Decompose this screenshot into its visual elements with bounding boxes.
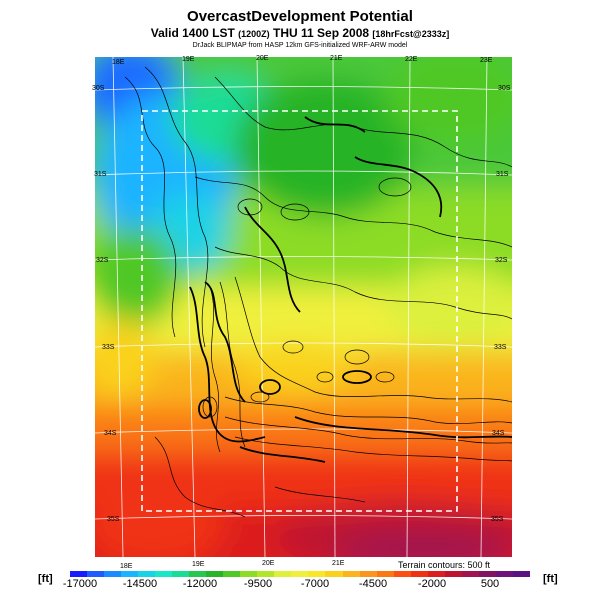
colorbar-swatch-4 (138, 571, 156, 577)
colorbar-label-7: 500 (480, 578, 500, 590)
colorbar-label-5: -4500 (358, 578, 388, 590)
thick-contours (189, 116, 512, 463)
colorbar-swatch-26 (512, 571, 530, 577)
colorbar-swatch-25 (495, 571, 513, 577)
colorbar-swatch-22 (444, 571, 462, 577)
colorbar-swatch-10 (240, 571, 258, 577)
valid-time: Valid 1400 LST (1200Z) THU 11 Sep 2008 [… (0, 26, 600, 40)
color-field (95, 57, 512, 557)
valid-prefix: Valid 1400 LST (150, 26, 235, 40)
colorbar-swatch-15 (325, 571, 343, 577)
lon-tick-bottom-0: 18E (120, 563, 133, 570)
lon-tick-top-4: 22E (405, 56, 418, 63)
colorbar-swatch-11 (257, 571, 275, 577)
graticule (95, 57, 512, 557)
colorbar-swatch-18 (376, 571, 394, 577)
lat-tick-left-1: 31S (94, 171, 107, 178)
lon-tick-bottom-2: 20E (262, 560, 275, 567)
colorbar-swatch-2 (104, 571, 122, 577)
colorbar-swatch-5 (155, 571, 173, 577)
colorbar-swatch-19 (393, 571, 411, 577)
colorbar-label-0: -17000 (62, 578, 98, 590)
lat-tick-left-4: 34S (104, 430, 117, 437)
lon-tick-top-3: 21E (330, 55, 343, 62)
colorbar-swatch-7 (189, 571, 207, 577)
forecast-map (95, 57, 512, 557)
lat-tick-right-2: 32S (495, 257, 508, 264)
colorbar-swatch-17 (359, 571, 377, 577)
lat-tick-right-1: 31S (496, 171, 509, 178)
lon-tick-bottom-1: 19E (192, 561, 205, 568)
colorbar-swatch-9 (223, 571, 241, 577)
valid-forecast: [18hrFcst@2333z] (372, 29, 450, 39)
lon-tick-top-1: 19E (182, 56, 195, 63)
map-title: OvercastDevelopment Potential (187, 8, 413, 25)
lat-tick-right-0: 30S (498, 85, 511, 92)
lon-tick-top-0: 18E (112, 59, 125, 66)
colorbar-label-1: -14500 (122, 578, 158, 590)
colorbar-swatch-0 (70, 571, 88, 577)
lat-tick-right-3: 33S (494, 344, 507, 351)
colorbar (70, 571, 530, 577)
lat-tick-right-4: 34S (492, 430, 505, 437)
lon-tick-top-2: 20E (256, 55, 269, 62)
valid-zulu: (1200Z) (238, 29, 270, 39)
unit-label-left: [ft] (38, 573, 53, 585)
colorbar-swatch-14 (308, 571, 326, 577)
terrain-contour-note: Terrain contours: 500 ft (398, 560, 491, 570)
lon-tick-bottom-3: 21E (332, 560, 345, 567)
colorbar-swatch-1 (87, 571, 105, 577)
colorbar-swatch-6 (172, 571, 190, 577)
colorbar-swatch-23 (461, 571, 479, 577)
lat-tick-left-3: 33S (102, 344, 115, 351)
colorbar-label-6: -2000 (417, 578, 447, 590)
colorbar-swatch-24 (478, 571, 496, 577)
lat-tick-left-5: 35S (107, 516, 120, 523)
colorbar-swatch-3 (121, 571, 139, 577)
colorbar-swatch-12 (274, 571, 292, 577)
lat-tick-right-5: 35S (491, 516, 504, 523)
colorbar-swatch-8 (206, 571, 224, 577)
lat-tick-left-0: 30S (92, 85, 105, 92)
colorbar-swatch-20 (410, 571, 428, 577)
colorbar-swatch-16 (342, 571, 360, 577)
valid-day: THU 11 Sep 2008 (273, 26, 370, 40)
colorbar-swatch-13 (291, 571, 309, 577)
colorbar-swatch-21 (427, 571, 445, 577)
colorbar-label-3: -9500 (243, 578, 273, 590)
model-credit: DrJack BLIPMAP from HASP 12km GFS-initia… (192, 42, 408, 49)
unit-label-right: [ft] (543, 573, 558, 585)
domain-boundary (141, 110, 458, 512)
colorbar-label-2: -12000 (182, 578, 218, 590)
colorbar-label-4: -7000 (300, 578, 330, 590)
lon-tick-top-5: 23E (480, 57, 493, 64)
lat-tick-left-2: 32S (96, 257, 109, 264)
